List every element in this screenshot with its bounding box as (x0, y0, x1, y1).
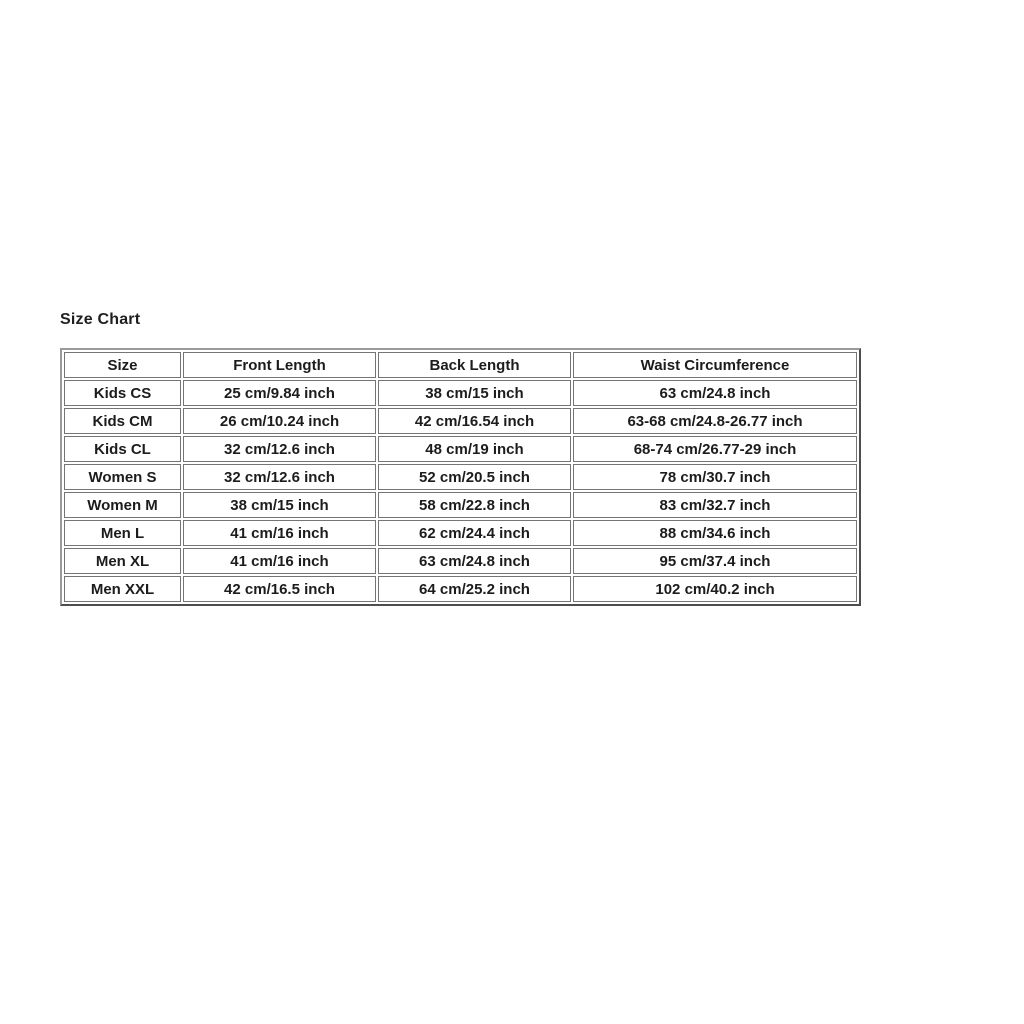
header-cell: Back Length (378, 352, 571, 378)
size-label-cell: Women M (64, 492, 181, 518)
table-cell: 64 cm/25.2 inch (378, 576, 571, 602)
header-cell: Waist Circumference (573, 352, 857, 378)
table-cell: 68-74 cm/26.77-29 inch (573, 436, 857, 462)
size-label-cell: Men XL (64, 548, 181, 574)
table-cell: 38 cm/15 inch (378, 380, 571, 406)
table-cell: 25 cm/9.84 inch (183, 380, 376, 406)
table-cell: 102 cm/40.2 inch (573, 576, 857, 602)
header-cell: Size (64, 352, 181, 378)
table-cell: 38 cm/15 inch (183, 492, 376, 518)
size-chart-header-row: Size Front Length Back Length Waist Circumf… (64, 352, 857, 378)
table-row: Kids CL 32 cm/12.6 inch 48 cm/19 inch 68-74… (64, 436, 857, 462)
header-cell: Front Length (183, 352, 376, 378)
table-row: Kids CS 25 cm/9.84 inch 38 cm/15 inch 63 cm… (64, 380, 857, 406)
table-cell: 41 cm/16 inch (183, 520, 376, 546)
table-row: Men XL 41 cm/16 inch 63 cm/24.8 inch 95 cm/… (64, 548, 857, 574)
size-chart-body: Kids CS 25 cm/9.84 inch 38 cm/15 inch 63 cm… (64, 380, 857, 602)
table-cell: 42 cm/16.54 inch (378, 408, 571, 434)
table-cell: 83 cm/32.7 inch (573, 492, 857, 518)
size-label-cell: Kids CS (64, 380, 181, 406)
table-cell: 62 cm/24.4 inch (378, 520, 571, 546)
table-cell: 32 cm/12.6 inch (183, 464, 376, 490)
table-row: Men XXL 42 cm/16.5 inch 64 cm/25.2 inch 102… (64, 576, 857, 602)
table-cell: 63 cm/24.8 inch (378, 548, 571, 574)
size-label-cell: Men XXL (64, 576, 181, 602)
table-cell: 63-68 cm/24.8-26.77 inch (573, 408, 857, 434)
size-chart-table: Size Front Length Back Length Waist Circumf… (60, 348, 861, 606)
table-row: Women M 38 cm/15 inch 58 cm/22.8 inch 83 cm… (64, 492, 857, 518)
table-cell: 32 cm/12.6 inch (183, 436, 376, 462)
table-cell: 95 cm/37.4 inch (573, 548, 857, 574)
table-cell: 48 cm/19 inch (378, 436, 571, 462)
table-cell: 88 cm/34.6 inch (573, 520, 857, 546)
table-cell: 26 cm/10.24 inch (183, 408, 376, 434)
table-cell: 41 cm/16 inch (183, 548, 376, 574)
size-label-cell: Women S (64, 464, 181, 490)
table-row: Kids CM 26 cm/10.24 inch 42 cm/16.54 inch 6… (64, 408, 857, 434)
size-label-cell: Men L (64, 520, 181, 546)
table-cell: 63 cm/24.8 inch (573, 380, 857, 406)
table-row: Size Front Length Back Length Waist Circumf… (64, 352, 857, 378)
table-cell: 78 cm/30.7 inch (573, 464, 857, 490)
size-label-cell: Kids CM (64, 408, 181, 434)
size-chart-title: Size Chart (60, 311, 141, 328)
table-row: Women S 32 cm/12.6 inch 52 cm/20.5 inch 78 … (64, 464, 857, 490)
table-cell: 58 cm/22.8 inch (378, 492, 571, 518)
size-label-cell: Kids CL (64, 436, 181, 462)
table-cell: 42 cm/16.5 inch (183, 576, 376, 602)
table-row: Men L 41 cm/16 inch 62 cm/24.4 inch 88 cm/3… (64, 520, 857, 546)
table-cell: 52 cm/20.5 inch (378, 464, 571, 490)
